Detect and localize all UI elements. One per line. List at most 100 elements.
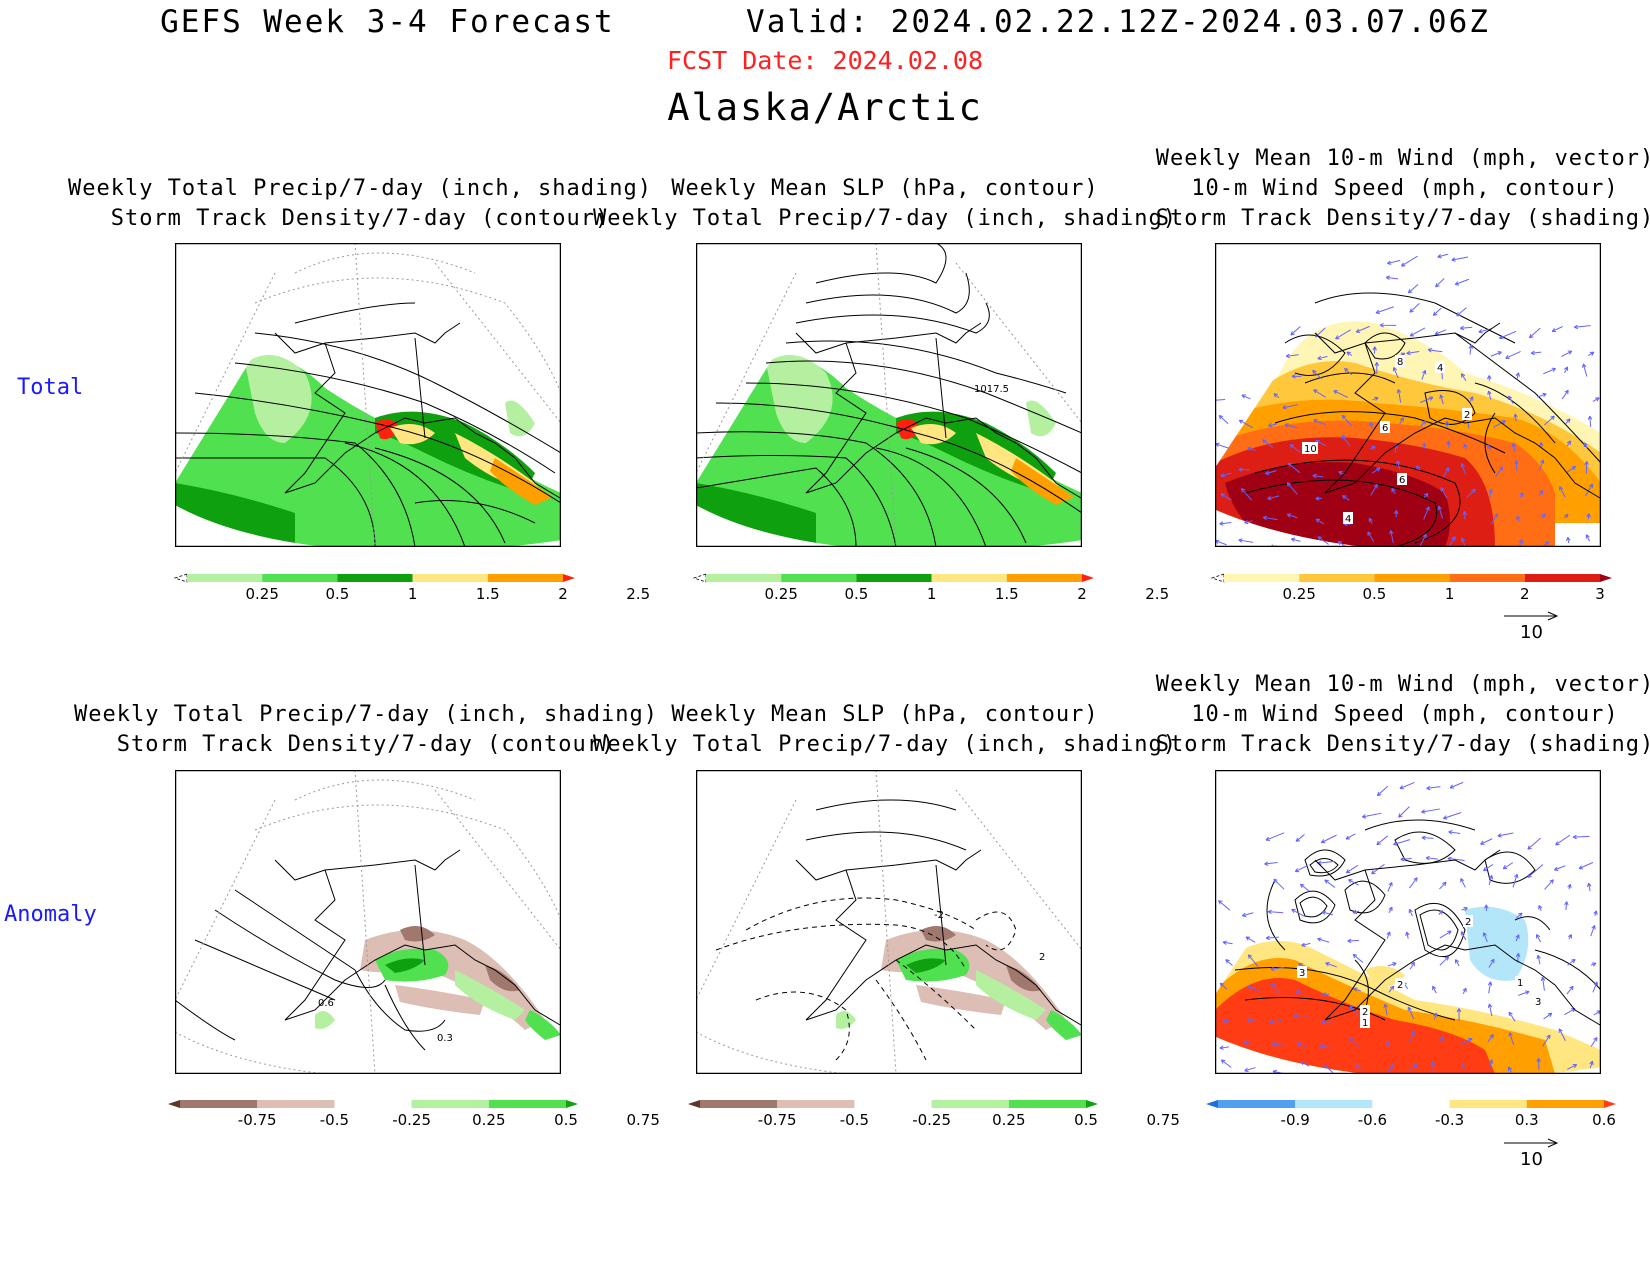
wind-contour-label: 1: [1517, 978, 1523, 989]
colorbar-tick-label: 0.25: [764, 585, 797, 603]
wind-vector-arrow: [1219, 982, 1228, 990]
colorbar-swatch: [566, 1100, 578, 1108]
colorbar-tick-label: -0.25: [912, 1111, 951, 1129]
wind-vector-arrow: [1432, 307, 1442, 316]
wind-vector-arrow: [1542, 1034, 1551, 1047]
panel-title-anom-slp: Weekly Mean SLP (hPa, contour) Weekly To…: [592, 702, 1178, 757]
wind-vector-arrow: [1387, 962, 1397, 967]
colorbar-tick-label: 1: [1445, 585, 1455, 603]
wind-vector-arrow: [1561, 350, 1573, 357]
wind-vector-arrow: [1493, 420, 1506, 428]
wind-vector-arrow: [1456, 1008, 1462, 1021]
wind-vector-arrow: [1408, 908, 1413, 917]
wind-vector-arrow: [1567, 1064, 1578, 1070]
wind-vector-arrow: [1405, 931, 1410, 939]
colorbar-swatch: [334, 1100, 412, 1108]
wind-vector-arrow: [1243, 1040, 1253, 1045]
wind-vector-arrow: [1374, 361, 1380, 374]
wind-vector-arrow: [1538, 490, 1544, 496]
colorbar-tick-label: 0.3: [1515, 1111, 1539, 1129]
wind-vector-arrow: [1482, 932, 1488, 943]
region-title: Alaska/Arctic: [667, 86, 983, 129]
wind-vector-arrow: [1409, 961, 1415, 970]
map-total-wind: 10 6 6 4 2 4 8: [1215, 243, 1601, 547]
colorbar-tick-label: 1: [927, 585, 937, 603]
wind-vector-arrow: [1368, 517, 1373, 524]
colorbar-swatch: [1082, 574, 1094, 582]
wind-vector-arrow: [1409, 327, 1426, 337]
wind-vector-arrow: [1586, 882, 1592, 892]
wind-vector-arrow: [1564, 901, 1569, 911]
wind-vector-arrow: [1566, 440, 1572, 447]
wind-vector-arrow: [1294, 864, 1309, 873]
colorbar-swatch: [487, 574, 563, 582]
wind-vector-arrow: [1487, 444, 1492, 451]
colorbar-tick-label: -0.6: [1358, 1111, 1387, 1129]
forecast-date: FCST Date: 2024.02.08: [666, 46, 984, 75]
wind-vector-arrow: [1348, 879, 1359, 886]
wind-vector-arrow: [1582, 363, 1588, 377]
colorbar-tick-label: 0.5: [1362, 585, 1386, 603]
wind-vector-arrow: [1488, 1059, 1494, 1068]
wind-vector-arrow: [1573, 324, 1591, 330]
wind-vector-arrow: [1561, 389, 1569, 400]
wind-vector-arrow: [1439, 930, 1452, 939]
vector-reference-anom: 10: [1502, 1135, 1562, 1170]
wind-vector-arrow: [1585, 483, 1594, 496]
wind-vector-arrow: [1439, 881, 1447, 890]
wind-vector-arrow: [1537, 392, 1547, 398]
wind-vector-arrow: [1468, 344, 1474, 355]
wind-vector-arrow: [1215, 397, 1226, 403]
wind-vector-arrow: [1238, 467, 1250, 472]
wind-vector-arrow: [1456, 307, 1467, 317]
wind-vector-arrow: [1518, 539, 1524, 547]
wind-vector-arrow: [1439, 394, 1444, 405]
title-left: GEFS Week 3-4 Forecast: [160, 4, 615, 40]
wind-vector-arrow: [1399, 417, 1404, 425]
colorbar-tick-label: -0.3: [1435, 1111, 1464, 1129]
wind-vector-arrow: [1553, 865, 1566, 871]
wind-vector-arrow: [1218, 415, 1229, 424]
wind-vector-arrow: [1317, 355, 1328, 361]
wind-contour-label: 2: [1465, 917, 1471, 928]
wind-vector-arrow: [1321, 1019, 1336, 1025]
wind-vector-arrow: [1544, 879, 1554, 890]
wind-vector-arrow: [1300, 1060, 1310, 1067]
wind-vector-arrow: [1215, 539, 1227, 546]
colorbar-tick-label: -0.5: [840, 1111, 869, 1129]
colorbar-swatch: [1008, 1100, 1086, 1108]
wind-vector-arrow: [1264, 861, 1278, 866]
wind-vector-arrow: [1299, 883, 1310, 892]
wind-vector-arrow: [1238, 538, 1254, 543]
panel-title-total-slp: Weekly Mean SLP (hPa, contour) Weekly To…: [592, 176, 1178, 231]
wind-vector-arrow: [1448, 830, 1461, 835]
wind-vector-arrow: [1361, 812, 1382, 819]
wind-vector-arrow: [1507, 1066, 1513, 1073]
colorbar-swatch: [1006, 574, 1082, 582]
wind-vector-arrow: [1421, 369, 1427, 380]
wind-contour-label: 10: [1304, 444, 1317, 455]
wind-vector-arrow: [1435, 278, 1445, 288]
wind-vector-arrow: [1291, 374, 1302, 379]
wind-vector-arrow: [1572, 834, 1590, 840]
wind-vector-arrow: [1241, 394, 1251, 400]
colorbar-tick-label: 2.5: [1145, 585, 1169, 603]
wind-vector-arrow: [1587, 351, 1595, 357]
map-total-slp: 1017.5: [696, 243, 1082, 547]
wind-vector-arrow: [1528, 327, 1541, 339]
wind-contour-label: 2: [1397, 980, 1403, 991]
wind-vector-arrow: [1460, 463, 1467, 475]
wind-vector-arrow: [1454, 278, 1470, 286]
wind-vector-arrow: [1421, 442, 1427, 449]
colorbar-tick-label: 3: [1595, 585, 1605, 603]
wind-vector-arrow: [1586, 513, 1591, 520]
wind-vector-arrow: [1536, 954, 1541, 965]
wind-vector-arrow: [1438, 910, 1444, 915]
colorbar-swatch: [1526, 1100, 1604, 1108]
wind-vector-arrow: [1512, 873, 1519, 888]
wind-vector-arrow: [1341, 434, 1351, 447]
wind-vector-arrow: [1335, 329, 1351, 340]
wind-vector-arrow: [1535, 934, 1542, 943]
wind-vector-arrow: [1486, 375, 1492, 381]
colorbar-tick-label: 1: [408, 585, 418, 603]
